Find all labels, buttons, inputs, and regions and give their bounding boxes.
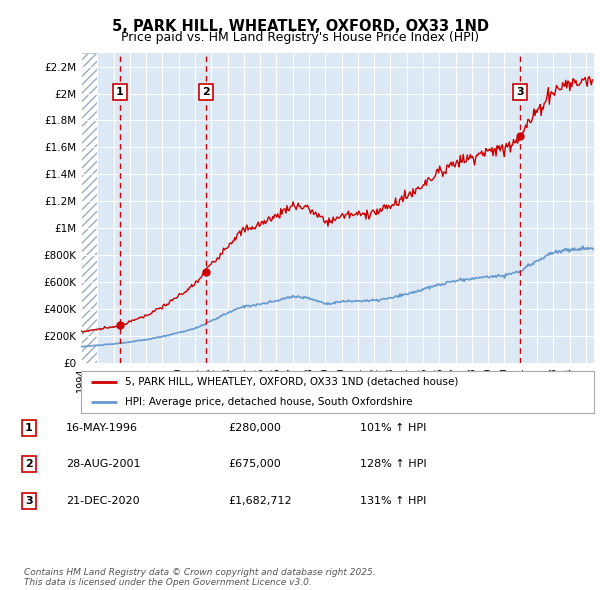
Text: 16-MAY-1996: 16-MAY-1996 [66,423,138,432]
Text: 101% ↑ HPI: 101% ↑ HPI [360,423,427,432]
Text: 3: 3 [517,87,524,97]
Text: HPI: Average price, detached house, South Oxfordshire: HPI: Average price, detached house, Sout… [125,396,412,407]
Text: 3: 3 [25,496,32,506]
Text: 21-DEC-2020: 21-DEC-2020 [66,496,140,506]
Text: 1: 1 [25,423,32,432]
Text: 2: 2 [25,460,32,469]
Text: 28-AUG-2001: 28-AUG-2001 [66,460,140,469]
Bar [81,53,97,363]
Text: Contains HM Land Registry data © Crown copyright and database right 2025.
This d: Contains HM Land Registry data © Crown c… [24,568,376,587]
Text: 128% ↑ HPI: 128% ↑ HPI [360,460,427,469]
Text: 1: 1 [116,87,124,97]
Text: 2: 2 [202,87,209,97]
Text: 5, PARK HILL, WHEATLEY, OXFORD, OX33 1ND (detached house): 5, PARK HILL, WHEATLEY, OXFORD, OX33 1ND… [125,377,458,387]
Text: £675,000: £675,000 [228,460,281,469]
Text: 5, PARK HILL, WHEATLEY, OXFORD, OX33 1ND: 5, PARK HILL, WHEATLEY, OXFORD, OX33 1ND [112,19,488,34]
Text: £1,682,712: £1,682,712 [228,496,292,506]
Text: 131% ↑ HPI: 131% ↑ HPI [360,496,427,506]
Text: £280,000: £280,000 [228,423,281,432]
Text: Price paid vs. HM Land Registry's House Price Index (HPI): Price paid vs. HM Land Registry's House … [121,31,479,44]
